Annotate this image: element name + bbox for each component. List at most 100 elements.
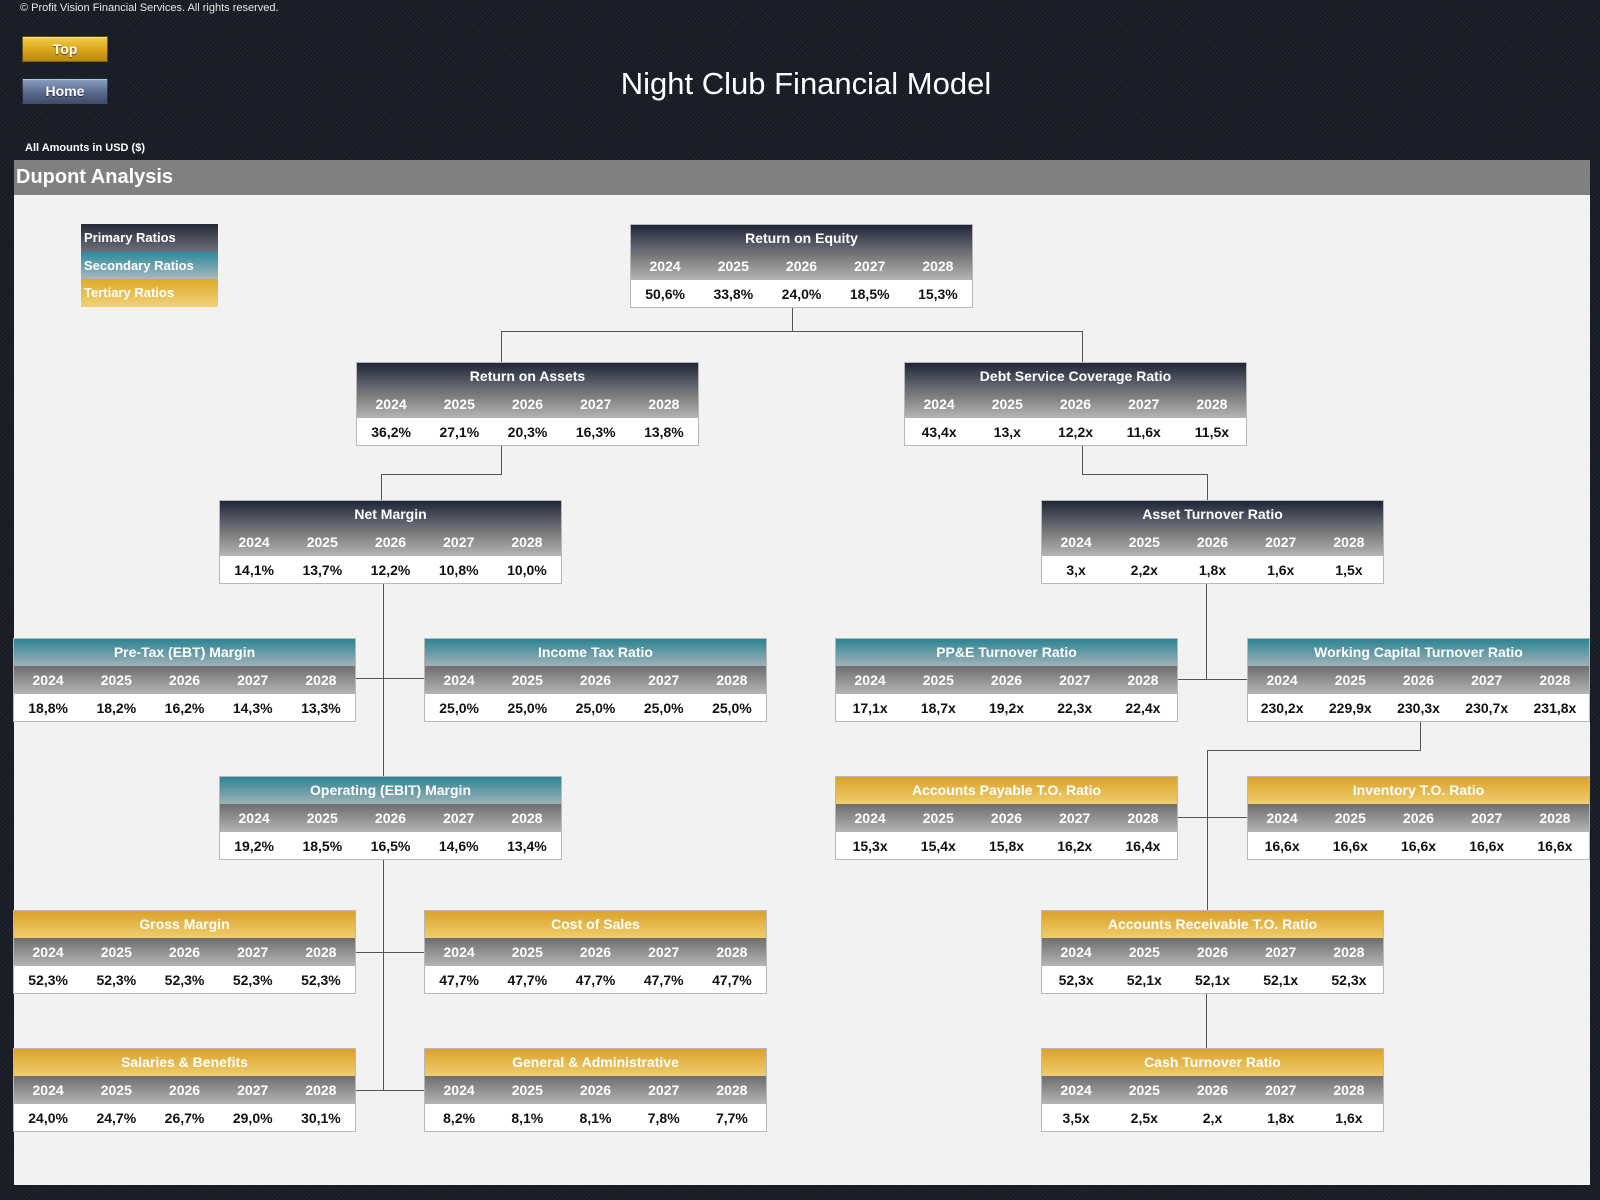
ratio-value: 25,0% bbox=[643, 700, 684, 716]
ratio-value: 13,8% bbox=[644, 424, 684, 440]
ratio-value: 24,0% bbox=[28, 1110, 68, 1126]
ratio-value: 12,2% bbox=[370, 562, 411, 578]
year-label: 2027 bbox=[443, 810, 475, 826]
value-row: 8,2% 8,1% 8,1% 7,8% 7,7% bbox=[425, 1104, 766, 1131]
ratio-value: 52,1x bbox=[1194, 972, 1231, 988]
ratio-value: 13,3% bbox=[301, 700, 341, 716]
ratio-value: 50,6% bbox=[645, 286, 685, 302]
box-title: Cost of Sales bbox=[425, 911, 766, 938]
year-label: 2028 bbox=[1333, 534, 1365, 550]
year-header-row: 2024 2025 2026 2027 2028 bbox=[1248, 666, 1589, 694]
value-row: 24,0% 24,7% 26,7% 29,0% 30,1% bbox=[14, 1104, 355, 1131]
year-label: 2027 bbox=[237, 1082, 269, 1098]
year-header-row: 2024 2025 2026 2027 2028 bbox=[631, 252, 972, 280]
value-row: 19,2% 18,5% 16,5% 14,6% 13,4% bbox=[220, 832, 561, 859]
box-title: Salaries & Benefits bbox=[14, 1049, 355, 1076]
ratio-value: 230,3x bbox=[1397, 700, 1440, 716]
page-title: Night Club Financial Model bbox=[620, 66, 992, 101]
box-net-margin: Net Margin 2024 2025 2026 2027 2028 14,1% 13,7%… bbox=[219, 500, 562, 584]
year-label: 2027 bbox=[648, 944, 680, 960]
legend-primary: Primary Ratios bbox=[81, 224, 218, 252]
home-button[interactable]: Home bbox=[22, 78, 108, 104]
value-row: 43,4x 13,x 12,2x 11,6x 11,5x bbox=[905, 418, 1246, 445]
ratio-value: 18,2% bbox=[96, 700, 137, 716]
year-label: 2027 bbox=[1059, 672, 1091, 688]
year-label: 2027 bbox=[1128, 396, 1160, 412]
box-accounts-receivable-to: Accounts Receivable T.O. Ratio 2024 2025 20… bbox=[1041, 910, 1384, 994]
ratio-value: 1,8x bbox=[1198, 562, 1227, 578]
box-ppe-turnover: PP&E Turnover Ratio 2024 2025 2026 2027 2028 1… bbox=[835, 638, 1178, 722]
year-label: 2024 bbox=[854, 672, 886, 688]
year-label: 2025 bbox=[100, 944, 132, 960]
ratio-value: 3,5x bbox=[1062, 1110, 1090, 1126]
box-title: Income Tax Ratio bbox=[425, 639, 766, 666]
year-header-row: 2024 2025 2026 2027 2028 bbox=[220, 804, 561, 832]
ratio-value: 16,6x bbox=[1537, 838, 1573, 854]
legend-tertiary: Tertiary Ratios bbox=[81, 279, 218, 307]
year-label: 2028 bbox=[716, 944, 748, 960]
year-header-row: 2024 2025 2026 2027 2028 bbox=[357, 390, 698, 418]
year-label: 2024 bbox=[1060, 944, 1092, 960]
value-row: 18,8% 18,2% 16,2% 14,3% 13,3% bbox=[14, 694, 355, 721]
ratio-value: 52,3% bbox=[301, 972, 341, 988]
year-label: 2026 bbox=[1059, 396, 1092, 412]
currency-note: All Amounts in USD ($) bbox=[25, 142, 145, 154]
year-header-row: 2024 2025 2026 2027 2028 bbox=[14, 938, 355, 966]
year-label: 2025 bbox=[991, 396, 1023, 412]
ratio-value: 13,7% bbox=[302, 562, 343, 578]
year-label: 2025 bbox=[511, 944, 543, 960]
ratio-value: 15,3% bbox=[918, 286, 958, 302]
year-label: 2024 bbox=[1266, 810, 1298, 826]
ratio-value: 43,4x bbox=[921, 424, 957, 440]
ratio-value: 16,4x bbox=[1125, 838, 1161, 854]
year-label: 2025 bbox=[1334, 672, 1366, 688]
year-label: 2024 bbox=[443, 672, 475, 688]
year-label: 2027 bbox=[1471, 810, 1503, 826]
ratio-value: 27,1% bbox=[439, 424, 480, 440]
top-button[interactable]: Top bbox=[22, 36, 108, 62]
ratio-value: 16,6x bbox=[1264, 838, 1300, 854]
year-label: 2024 bbox=[1060, 534, 1092, 550]
year-label: 2025 bbox=[443, 396, 475, 412]
ratio-value: 36,2% bbox=[371, 424, 411, 440]
legend: Primary Ratios Secondary Ratios Tertiary… bbox=[81, 224, 218, 307]
year-label: 2024 bbox=[443, 944, 475, 960]
ratio-value: 16,3% bbox=[575, 424, 616, 440]
year-header-row: 2024 2025 2026 2027 2028 bbox=[1042, 528, 1383, 556]
year-label: 2026 bbox=[990, 672, 1023, 688]
ratio-value: 47,7% bbox=[643, 972, 684, 988]
box-return-on-equity: Return on Equity 2024 2025 2026 2027 2028 50,6… bbox=[630, 224, 973, 308]
ratio-value: 30,1% bbox=[301, 1110, 341, 1126]
year-label: 2026 bbox=[785, 258, 818, 274]
box-title: PP&E Turnover Ratio bbox=[836, 639, 1177, 666]
year-label: 2027 bbox=[1265, 534, 1297, 550]
year-label: 2026 bbox=[990, 810, 1023, 826]
year-label: 2025 bbox=[1128, 1082, 1160, 1098]
value-row: 16,6x 16,6x 16,6x 16,6x 16,6x bbox=[1248, 832, 1589, 859]
year-label: 2028 bbox=[305, 944, 337, 960]
ratio-value: 17,1x bbox=[852, 700, 888, 716]
value-row: 3,5x 2,5x 2,x 1,8x 1,6x bbox=[1042, 1104, 1383, 1131]
ratio-value: 2,5x bbox=[1130, 1110, 1158, 1126]
box-title: Accounts Payable T.O. Ratio bbox=[836, 777, 1177, 804]
year-label: 2024 bbox=[32, 1082, 64, 1098]
box-general-administrative: General & Administrative 2024 2025 2026 2027… bbox=[424, 1048, 767, 1132]
year-label: 2028 bbox=[1127, 672, 1159, 688]
ratio-value: 52,1x bbox=[1126, 972, 1162, 988]
year-header-row: 2024 2025 2026 2027 2028 bbox=[1042, 938, 1383, 966]
year-label: 2028 bbox=[305, 672, 337, 688]
year-label: 2027 bbox=[648, 1082, 680, 1098]
year-label: 2028 bbox=[1333, 1082, 1365, 1098]
year-label: 2024 bbox=[375, 396, 407, 412]
ratio-value: 52,3% bbox=[28, 972, 68, 988]
ratio-value: 2,x bbox=[1202, 1110, 1223, 1126]
year-label: 2027 bbox=[1265, 944, 1297, 960]
ratio-value: 24,7% bbox=[96, 1110, 137, 1126]
box-title: Pre-Tax (EBT) Margin bbox=[14, 639, 355, 666]
year-label: 2025 bbox=[511, 1082, 543, 1098]
year-label: 2028 bbox=[511, 534, 543, 550]
box-asset-turnover: Asset Turnover Ratio 2024 2025 2026 2027 2028… bbox=[1041, 500, 1384, 584]
ratio-value: 7,7% bbox=[715, 1110, 748, 1126]
year-label: 2025 bbox=[1128, 944, 1160, 960]
year-label: 2028 bbox=[1333, 944, 1365, 960]
